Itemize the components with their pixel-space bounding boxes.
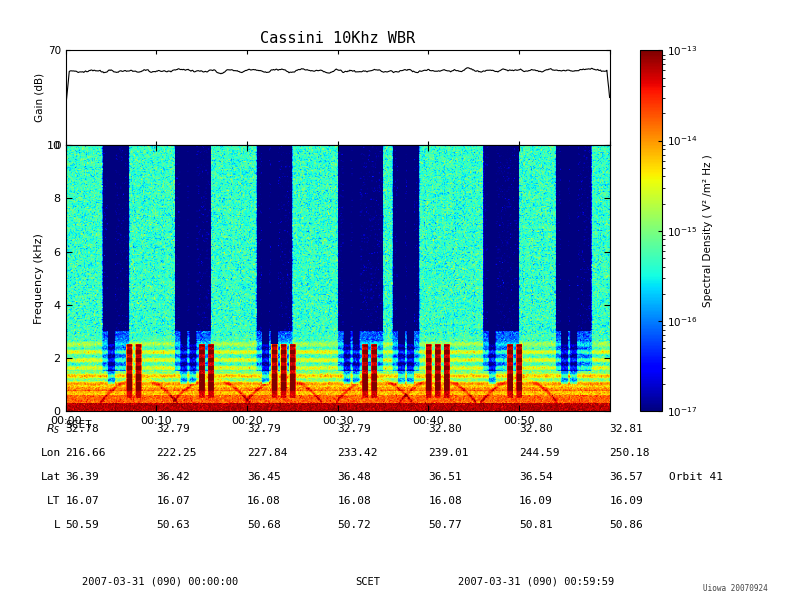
Y-axis label: Spectral Density ( V² /m² Hz ): Spectral Density ( V² /m² Hz ): [703, 154, 713, 307]
Text: 239.01: 239.01: [428, 448, 469, 458]
Text: 16.07: 16.07: [66, 496, 99, 506]
Text: Uiowa 20070924: Uiowa 20070924: [703, 584, 768, 593]
Text: 227.84: 227.84: [247, 448, 287, 458]
Text: 16.09: 16.09: [519, 496, 553, 506]
Text: Lon: Lon: [41, 448, 61, 458]
Text: 16.08: 16.08: [247, 496, 281, 506]
Text: 50.86: 50.86: [610, 520, 643, 530]
Text: SCET: SCET: [66, 420, 93, 430]
Text: 16.09: 16.09: [610, 496, 643, 506]
Text: 244.59: 244.59: [519, 448, 559, 458]
Text: 36.45: 36.45: [247, 472, 281, 482]
Text: 32.79: 32.79: [338, 424, 371, 434]
Text: 50.68: 50.68: [247, 520, 281, 530]
Text: 233.42: 233.42: [338, 448, 378, 458]
Text: $R_S$: $R_S$: [46, 422, 61, 436]
Text: 32.80: 32.80: [519, 424, 553, 434]
Text: SCET: SCET: [355, 577, 381, 587]
Text: 32.79: 32.79: [156, 424, 190, 434]
Text: 250.18: 250.18: [610, 448, 650, 458]
Text: 216.66: 216.66: [66, 448, 106, 458]
Text: Lat: Lat: [41, 472, 61, 482]
Text: 16.08: 16.08: [338, 496, 371, 506]
Text: 2007-03-31 (090) 00:00:00: 2007-03-31 (090) 00:00:00: [82, 577, 238, 587]
Text: 2007-03-31 (090) 00:59:59: 2007-03-31 (090) 00:59:59: [458, 577, 614, 587]
Text: 50.72: 50.72: [338, 520, 371, 530]
Text: 36.42: 36.42: [156, 472, 190, 482]
Text: 50.59: 50.59: [66, 520, 99, 530]
Text: Orbit 41: Orbit 41: [669, 472, 723, 482]
Title: Cassini 10Khz WBR: Cassini 10Khz WBR: [260, 31, 415, 46]
Text: 16.07: 16.07: [156, 496, 190, 506]
Y-axis label: Gain (dB): Gain (dB): [35, 73, 45, 122]
Text: 36.39: 36.39: [66, 472, 99, 482]
Text: LT: LT: [47, 496, 61, 506]
Text: 36.54: 36.54: [519, 472, 553, 482]
Text: 50.81: 50.81: [519, 520, 553, 530]
Text: 32.79: 32.79: [247, 424, 281, 434]
Text: 36.48: 36.48: [338, 472, 371, 482]
Text: 32.78: 32.78: [66, 424, 99, 434]
Text: 36.51: 36.51: [428, 472, 462, 482]
Text: 32.80: 32.80: [428, 424, 462, 434]
Y-axis label: Frequency (kHz): Frequency (kHz): [34, 233, 44, 323]
Text: 32.81: 32.81: [610, 424, 643, 434]
Text: 222.25: 222.25: [156, 448, 197, 458]
Text: 16.08: 16.08: [428, 496, 462, 506]
Text: L: L: [54, 520, 61, 530]
Text: 50.77: 50.77: [428, 520, 462, 530]
Text: 50.63: 50.63: [156, 520, 190, 530]
Text: 36.57: 36.57: [610, 472, 643, 482]
